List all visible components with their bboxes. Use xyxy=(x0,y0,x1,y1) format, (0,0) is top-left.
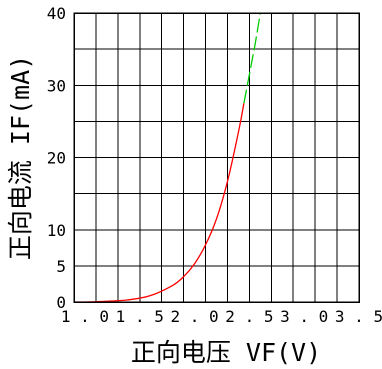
extrapolated-curve xyxy=(243,12,261,104)
grid xyxy=(74,13,359,302)
measured-curve xyxy=(73,103,245,303)
x-axis-title: 正向电压 VF(V) xyxy=(131,338,321,367)
x-tick-label: 2 . 0 xyxy=(170,307,218,326)
x-tick-labels: 1 . 0 1 . 5 2 . 0 2 . 5 3 . 0 3 . 5 xyxy=(61,307,382,326)
plot-frame xyxy=(73,12,360,303)
y-tick-labels: 0 5 10 20 30 40 xyxy=(47,4,66,312)
y-tick-label: 10 xyxy=(47,221,66,240)
y-tick-label: 30 xyxy=(47,76,66,95)
y-tick-label: 20 xyxy=(47,149,66,168)
y-tick-label: 0 xyxy=(56,293,66,312)
x-tick-label: 1 . 5 xyxy=(116,307,164,326)
y-axis-title: 正向电流 IF(mA) xyxy=(6,55,35,260)
y-tick-label: 5 xyxy=(56,257,66,276)
x-tick-label: 2 . 5 xyxy=(225,307,273,326)
x-tick-label: 3 . 5 xyxy=(335,307,382,326)
x-tick-label: 1 . 0 xyxy=(61,307,109,326)
y-tick-label: 40 xyxy=(47,4,66,23)
x-tick-label: 3 . 0 xyxy=(280,307,328,326)
